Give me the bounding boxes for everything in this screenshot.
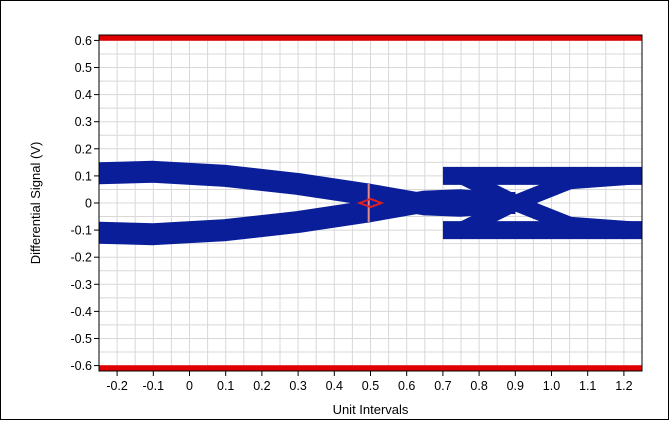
x-tick-label: -0.1 <box>143 379 165 393</box>
x-tick-label: 0.9 <box>507 379 524 393</box>
eye-lower-band <box>98 189 516 246</box>
x-tick-label: 0.7 <box>434 379 451 393</box>
y-tick-label: 0.5 <box>75 61 92 75</box>
x-tick-label: 1.0 <box>543 379 560 393</box>
x-tick-label: 0.6 <box>398 379 415 393</box>
eye-falling-crossing <box>457 168 643 239</box>
eye-mask-diamond <box>356 197 385 209</box>
y-tick-label: 0.3 <box>75 115 92 129</box>
y-tick-label: -0.3 <box>70 278 92 292</box>
y-tick-label: -0.1 <box>70 224 92 238</box>
grid <box>98 35 643 371</box>
limit-lines <box>99 34 642 372</box>
eye-rising-crossing <box>457 167 643 238</box>
x-tick-label: 0 <box>186 379 193 393</box>
x-tick-label: 1.2 <box>615 379 632 393</box>
eye-diagram <box>98 160 643 246</box>
y-tick-label: 0.6 <box>75 34 92 48</box>
y-axis-label: Differential Signal (V) <box>28 142 43 265</box>
x-tick-label: 1.1 <box>579 379 596 393</box>
x-tick-label: -0.2 <box>106 379 128 393</box>
y-tick-label: 0.2 <box>75 142 92 156</box>
x-tick-label: 0.1 <box>217 379 234 393</box>
x-tick-label: 0.5 <box>362 379 379 393</box>
x-axis-label: Unit Intervals <box>333 402 409 417</box>
axes: -0.2 -0.1 0 0.1 0.2 0.3 0.4 0.5 0.6 0.7 0.8 0.9 1.0 1… <box>70 34 632 393</box>
x-tick-label: 0.8 <box>470 379 487 393</box>
y-tick-label: 0 <box>85 197 92 211</box>
x-tick-label: 0.2 <box>253 379 270 393</box>
y-tick-label: -0.2 <box>70 251 92 265</box>
y-tick-label: -0.5 <box>70 332 92 346</box>
y-tick-label: -0.6 <box>70 359 92 373</box>
y-tick-label: -0.4 <box>70 305 92 319</box>
y-tick-label: 0.1 <box>75 169 92 183</box>
x-tick-label: 0.4 <box>326 379 343 393</box>
eye-mask <box>356 184 385 222</box>
x-tick-label: 0.3 <box>289 379 306 393</box>
y-tick-label: 0.4 <box>75 88 92 102</box>
